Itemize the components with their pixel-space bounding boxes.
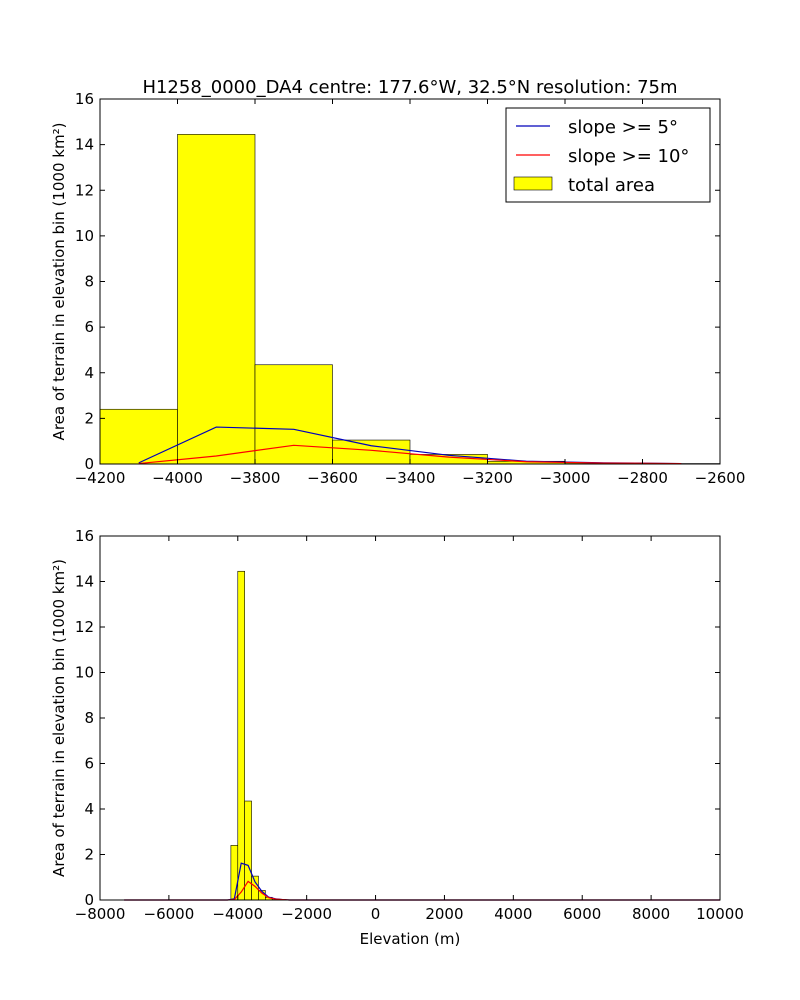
- histogram-bar: [99, 408, 178, 465]
- x-tick-label: −4200: [75, 469, 126, 487]
- x-tick-label: 10000: [696, 905, 744, 923]
- x-tick-label: −3400: [385, 469, 436, 487]
- x-tick-label: 8000: [632, 905, 670, 923]
- slope-10-line: [124, 880, 720, 901]
- y-tick-label: 8: [84, 273, 94, 291]
- y-tick-label: 6: [84, 755, 94, 773]
- legend-slope-10-label: slope >= 10°: [568, 146, 689, 167]
- legend-total-area-swatch: [513, 176, 553, 191]
- x-tick-label: −3200: [462, 469, 513, 487]
- y-axis-label: Area of terrain in elevation bin (1000 k…: [50, 123, 68, 441]
- x-tick-label: 6000: [563, 905, 601, 923]
- x-tick-label: −2800: [617, 469, 668, 487]
- y-tick-label: 2: [84, 846, 94, 864]
- x-axis-label: Elevation (m): [360, 930, 461, 948]
- y-tick-label: 16: [75, 90, 94, 108]
- histogram-bar: [332, 439, 411, 465]
- y-tick-label: 4: [84, 364, 94, 382]
- y-tick-label: 14: [75, 573, 94, 591]
- x-tick-label: −2000: [281, 905, 332, 923]
- y-tick-label: 12: [75, 618, 94, 636]
- histogram-bar: [177, 134, 256, 465]
- top-axes: −4200 −4000 −3800 −3600 −3400 −3200 −3000 −2800…: [50, 90, 745, 487]
- x-tick-label: −8000: [75, 905, 126, 923]
- x-tick-label: −3800: [230, 469, 281, 487]
- y-tick-label: 12: [75, 181, 94, 199]
- y-axis-label: Area of terrain in elevation bin (1000 k…: [50, 559, 68, 877]
- y-tick-label: 4: [84, 800, 94, 818]
- y-tick-label: 0: [84, 891, 94, 909]
- legend-slope-5-label: slope >= 5°: [568, 117, 678, 138]
- bottom-axes: −8000 −6000 −4000 −2000 0 2000 4000 6000 8000 100…: [50, 527, 744, 948]
- x-tick-label: −3000: [540, 469, 591, 487]
- histogram-bar: [230, 845, 239, 901]
- slope-10-line: [138, 444, 682, 465]
- histogram-bar: [237, 570, 245, 901]
- y-tick-label: 10: [75, 227, 94, 245]
- x-tick-label: 4000: [494, 905, 532, 923]
- y-tick-label: 0: [84, 455, 94, 473]
- y-tick-label: 6: [84, 318, 94, 336]
- x-tick-label: −2600: [695, 469, 746, 487]
- slope-5-line: [124, 862, 720, 901]
- legend-total-area-label: total area: [568, 175, 655, 196]
- legend: slope >= 5° slope >= 10° total area: [505, 107, 711, 203]
- chart-title: H1258_0000_DA4 centre: 177.6°W, 32.5°N r…: [142, 77, 677, 98]
- y-tick-label: 16: [75, 527, 94, 545]
- axes-frame: [99, 535, 721, 901]
- x-tick-label: −3600: [307, 469, 358, 487]
- x-tick-label: −4000: [152, 469, 203, 487]
- y-tick-label: 10: [75, 664, 94, 682]
- x-tick-label: 0: [371, 905, 381, 923]
- x-tick-label: −6000: [144, 905, 195, 923]
- y-tick-label: 2: [84, 409, 94, 427]
- y-tick-label: 8: [84, 709, 94, 727]
- x-tick-label: −4000: [212, 905, 263, 923]
- y-tick-label: 14: [75, 136, 94, 154]
- x-tick-label: 2000: [425, 905, 463, 923]
